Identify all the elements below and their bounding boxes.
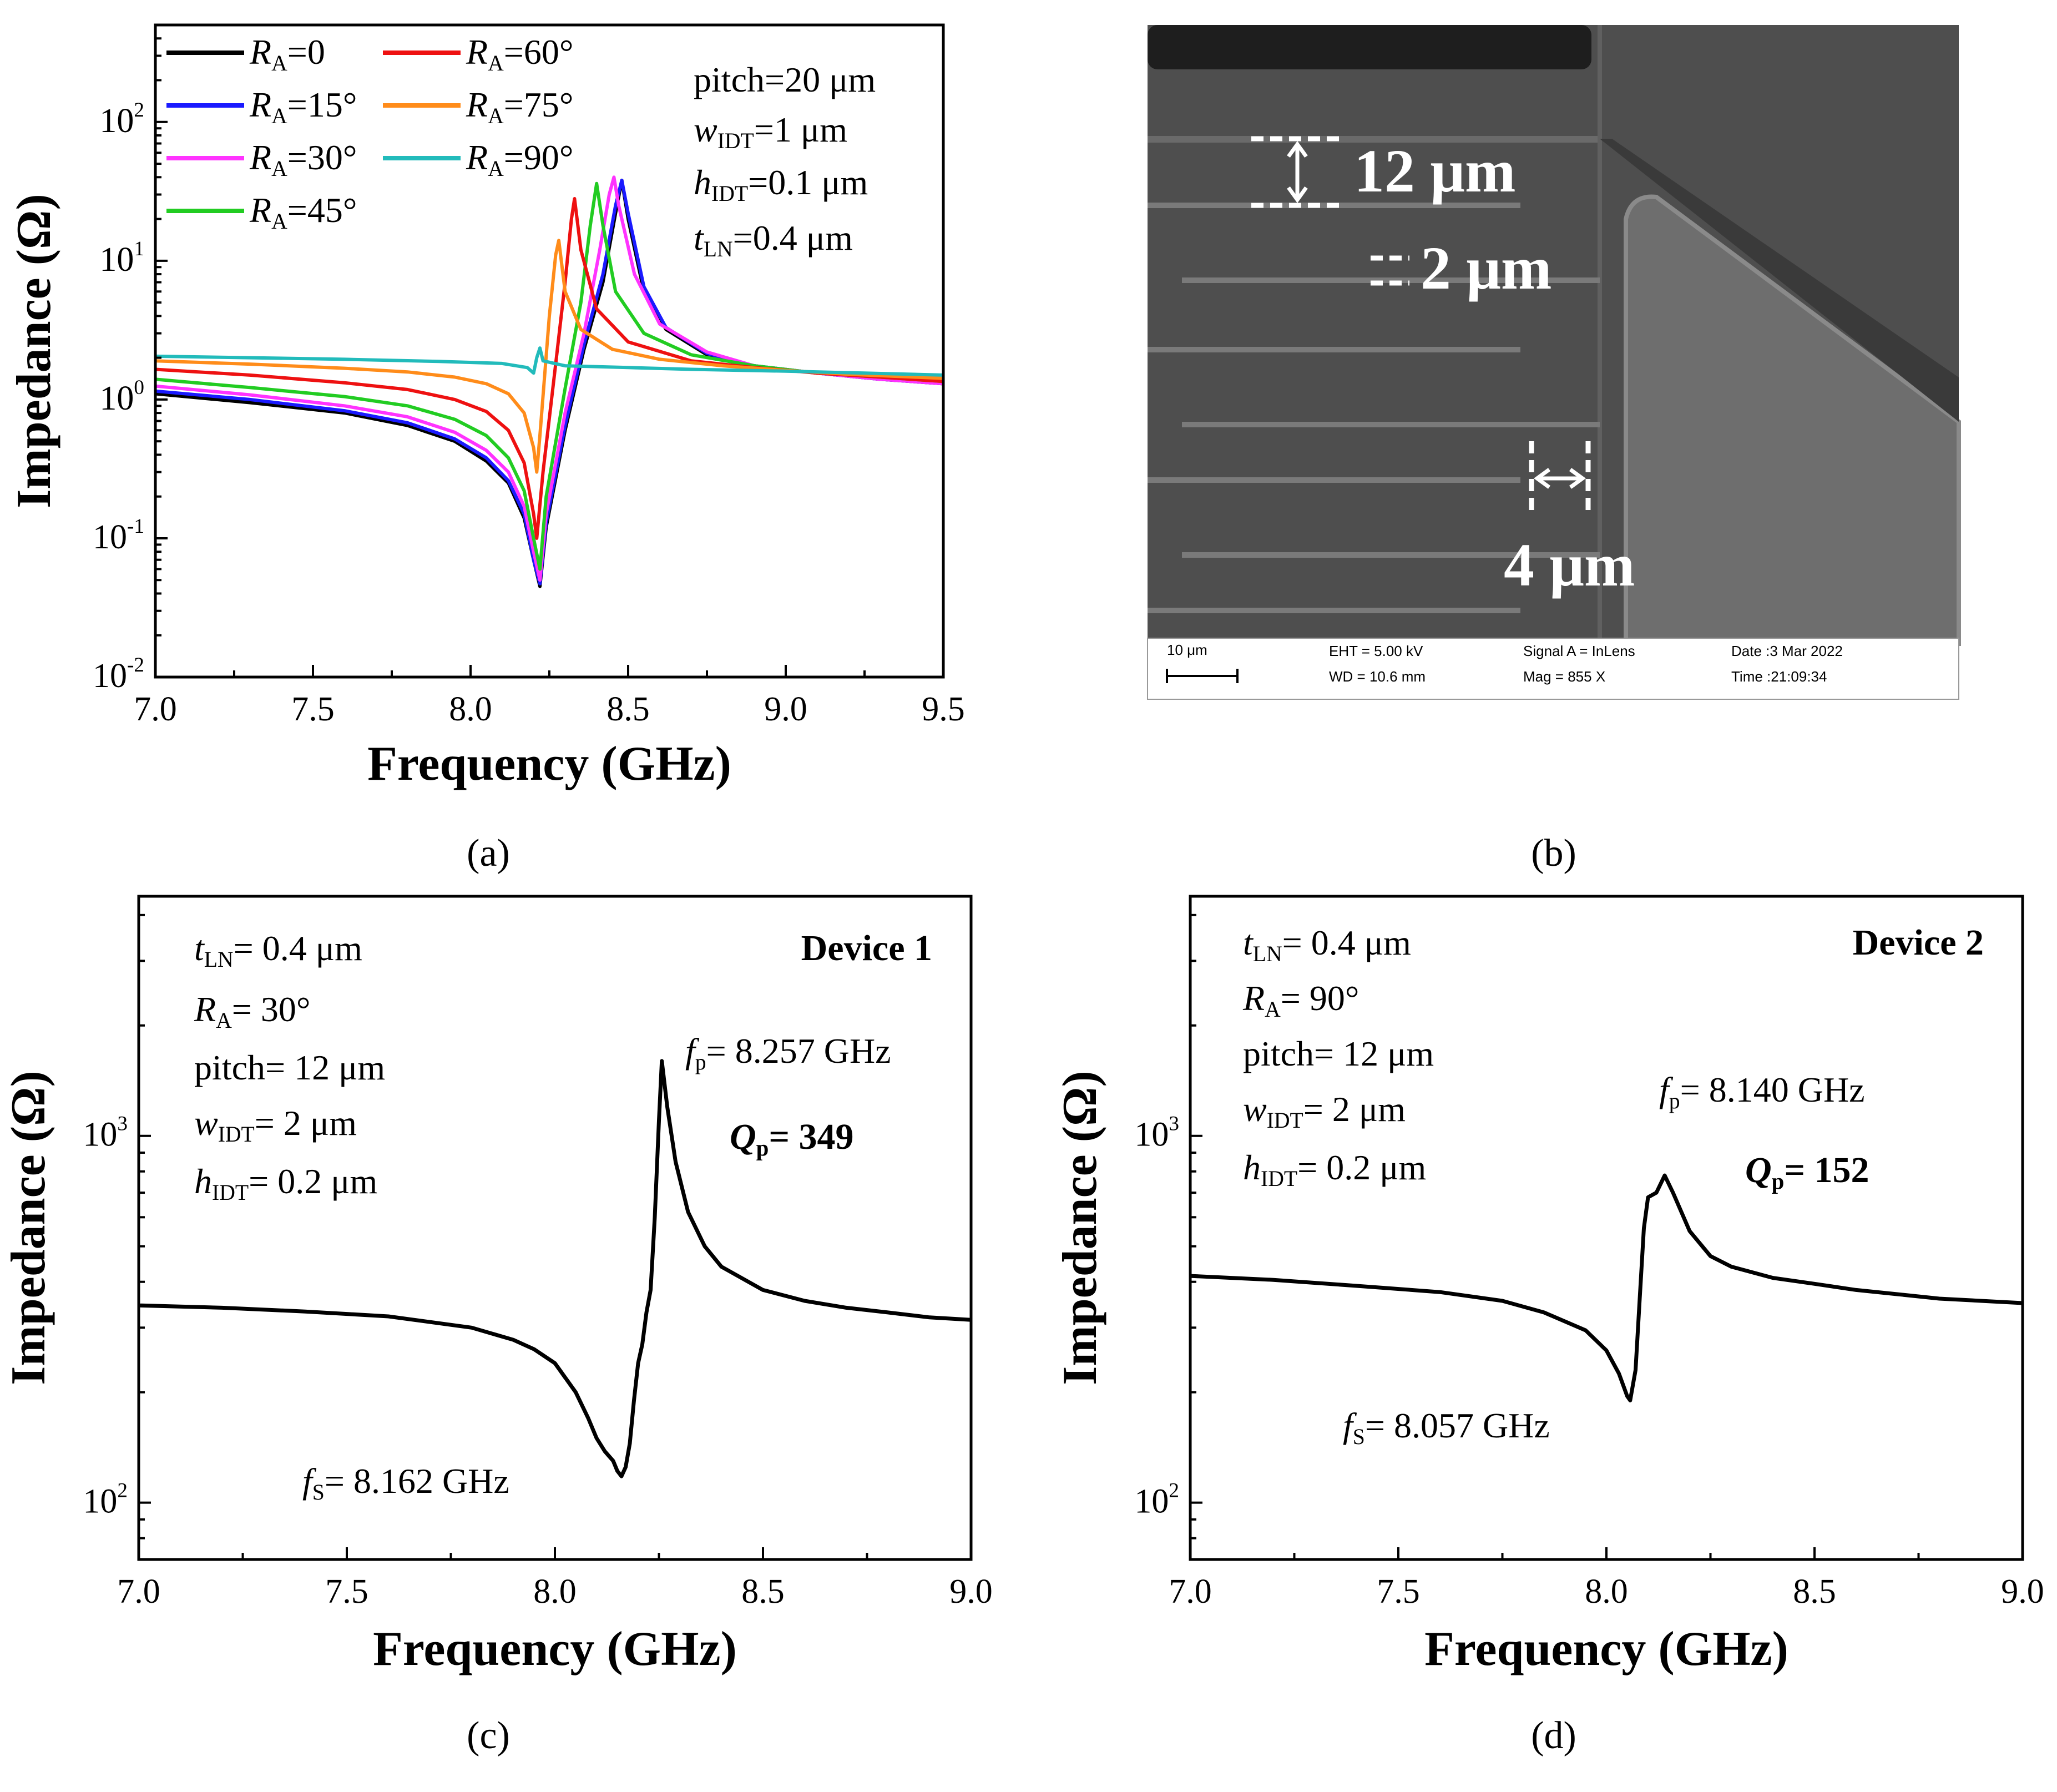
x-tick-label-a: 9.0 (764, 690, 807, 728)
param-c-0: tLN= 0.4 μm (194, 928, 362, 972)
y-tick-label-a: 101 (99, 238, 144, 279)
sem-mag: Mag = 855 X (1523, 668, 1605, 685)
series-line-a-3 (155, 181, 944, 571)
y-tick-label-d: 102 (1134, 1480, 1179, 1521)
legend-label-1: RA=15° (249, 85, 357, 128)
param-a-1: wIDT=1 μm (694, 110, 847, 153)
x-axis-label-a: Frequency (GHz) (367, 737, 731, 791)
x-tick-label-c: 8.0 (533, 1573, 577, 1611)
x-tick-label-c: 9.0 (949, 1573, 993, 1611)
x-axis-label-c: Frequency (GHz) (373, 1622, 737, 1676)
param-a-0: pitch=20 μm (694, 60, 876, 99)
y-axis-label-d: Impedance (Ω) (1053, 1071, 1107, 1385)
caption-b: (b) (1531, 832, 1576, 875)
sem-label-4um: 4 μm (1504, 531, 1635, 599)
param-a-2: hIDT=0.1 μm (694, 163, 868, 206)
sem-fingers (1148, 203, 1600, 613)
y-tick-label-c: 102 (83, 1480, 128, 1521)
x-tick-label-a: 7.5 (291, 690, 335, 728)
fp-label-c: fp= 8.257 GHz (685, 1031, 891, 1074)
fs-label-d: fS= 8.057 GHz (1343, 1406, 1550, 1449)
param-a-3: tLN=0.4 μm (694, 218, 853, 261)
y-tick-label-d: 103 (1134, 1113, 1179, 1154)
param-d-0: tLN= 0.4 μm (1243, 923, 1411, 966)
y-tick-label-a: 100 (99, 376, 144, 417)
param-d-4: hIDT= 0.2 μm (1243, 1148, 1426, 1191)
y-axis-label-c: Impedance (Ω) (2, 1071, 55, 1385)
x-axis-label-d: Frequency (GHz) (1424, 1622, 1788, 1676)
y-tick-label-a: 10-2 (93, 654, 144, 695)
sem-label-2um: 2 μm (1421, 234, 1552, 302)
param-c-3: wIDT= 2 μm (194, 1103, 357, 1147)
x-tick-label-a: 9.5 (922, 690, 965, 728)
fp-label-d: fp= 8.140 GHz (1659, 1070, 1865, 1113)
qp-label-d: Qp= 152 (1745, 1150, 1869, 1194)
x-tick-label-c: 7.5 (325, 1573, 368, 1611)
param-c-2: pitch= 12 μm (194, 1048, 385, 1087)
sem-pad-triangle (1624, 194, 1961, 646)
caption-a: (a) (467, 832, 510, 875)
sem-label-12um: 12 μm (1354, 137, 1516, 205)
fs-label-c: fS= 8.162 GHz (302, 1461, 509, 1505)
device-title-d: Device 2 (1853, 922, 1984, 963)
param-d-2: pitch= 12 μm (1243, 1034, 1434, 1073)
chart-panel-d: 7.0 7.5 8.0 8.5 9.0 102 103 Frequency (GHz) Impe… (1053, 895, 2044, 1757)
legend-label-4: RA=60° (466, 32, 573, 75)
y-axis-label-a: Impedance (Ω) (7, 194, 61, 508)
legend-label-3: RA=45° (249, 190, 357, 234)
y-tick-label-a: 102 (99, 99, 144, 140)
x-tick-label-a: 8.0 (449, 690, 492, 728)
series-line-a-2 (155, 175, 944, 582)
caption-c: (c) (467, 1714, 510, 1757)
x-tick-label-a: 8.5 (607, 690, 650, 728)
legend-label-5: RA=75° (466, 85, 573, 128)
y-tick-label-c: 103 (83, 1113, 128, 1154)
sem-eht: EHT = 5.00 kV (1329, 643, 1423, 659)
device-title-c: Device 1 (801, 928, 932, 968)
legend-label-0: RA=0 (249, 32, 325, 75)
series-line-c-0 (138, 1059, 972, 1478)
param-c-4: hIDT= 0.2 μm (194, 1162, 377, 1205)
param-c-1: RA= 30° (194, 990, 310, 1033)
legend-label-6: RA=90° (466, 138, 573, 181)
sem-date: Date :3 Mar 2022 (1731, 643, 1843, 659)
sem-shadow (1600, 139, 1959, 422)
x-tick-label-a: 7.0 (134, 690, 177, 728)
chart-panel-c: 7.0 7.5 8.0 8.5 9.0 102 103 Frequency (GHz) Impe… (2, 895, 993, 1757)
chart-panel-a: 7.0 7.5 8.0 8.5 9.0 9.5 10-2 10-1 100 101 102 Frequ… (7, 23, 965, 875)
sem-time: Time :21:09:34 (1731, 668, 1827, 685)
x-tick-label-d: 7.5 (1377, 1573, 1420, 1611)
x-tick-label-d: 7.0 (1169, 1573, 1212, 1611)
sem-wd: WD = 10.6 mm (1329, 668, 1426, 685)
x-tick-label-d: 8.0 (1585, 1573, 1628, 1611)
sem-signal: Signal A = InLens (1523, 643, 1635, 659)
qp-label-c: Qp= 349 (730, 1117, 854, 1160)
sem-dimension-markers (1251, 136, 1591, 516)
sem-image-panel: 12 μm 2 μm 4 μm 10 μm EHT = 5.00 kV WD =… (1147, 25, 1961, 875)
series-line-d-0 (1190, 1173, 2023, 1402)
y-tick-label-a: 10-1 (93, 515, 144, 556)
sem-info-strip (1147, 638, 1959, 700)
caption-d: (d) (1531, 1714, 1576, 1757)
param-d-3: wIDT= 2 μm (1243, 1089, 1406, 1133)
x-tick-label-c: 8.5 (741, 1573, 785, 1611)
x-tick-label-c: 7.0 (117, 1573, 160, 1611)
series-line-a-5 (155, 239, 944, 474)
x-tick-label-d: 8.5 (1793, 1573, 1836, 1611)
legend-label-2: RA=30° (249, 138, 357, 181)
sem-arrows (1287, 141, 1586, 489)
x-tick-label-d: 9.0 (2001, 1573, 2044, 1611)
series-line-a-6 (155, 346, 944, 377)
sem-scale-bar-label: 10 μm (1167, 642, 1207, 658)
param-d-1: RA= 90° (1242, 978, 1359, 1022)
sem-dark-pad (1148, 25, 1591, 69)
